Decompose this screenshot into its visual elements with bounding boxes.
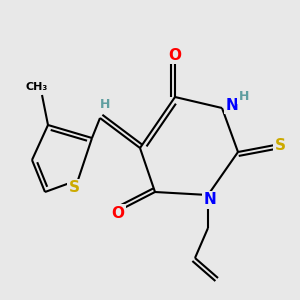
Text: H: H (239, 89, 249, 103)
Text: H: H (100, 98, 110, 112)
Text: N: N (204, 193, 216, 208)
Text: S: S (274, 137, 286, 152)
Text: N: N (226, 98, 238, 112)
Text: S: S (68, 181, 80, 196)
Text: O: O (169, 47, 182, 62)
Text: O: O (112, 206, 124, 220)
Text: CH₃: CH₃ (26, 82, 48, 92)
